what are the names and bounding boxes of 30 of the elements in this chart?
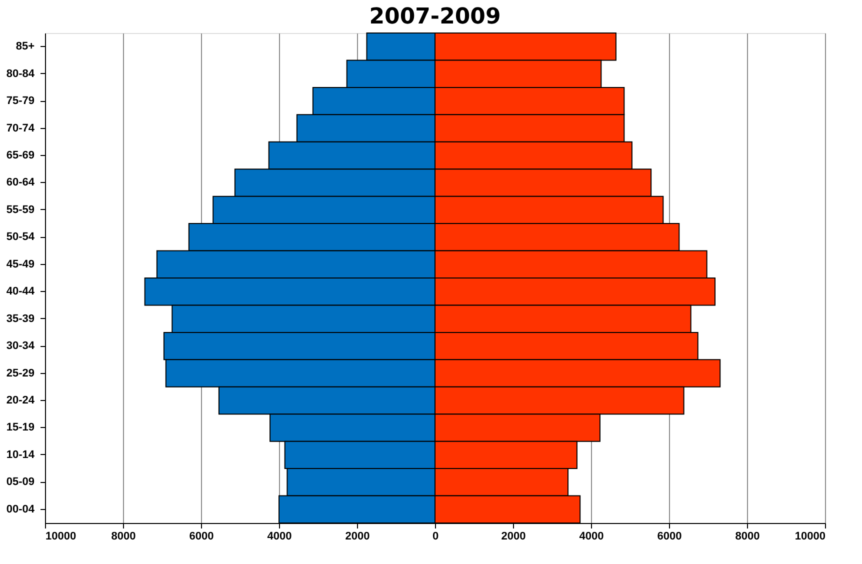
x-tick-label: 8000: [735, 530, 760, 542]
y-tick-label: 05-09: [6, 476, 34, 488]
y-tick-label: 70-74: [6, 122, 36, 134]
y-tick-label: 65-69: [6, 150, 34, 162]
x-tick-label: 10000: [794, 530, 826, 542]
y-tick-label: 30-34: [6, 340, 36, 352]
y-tick-label: 20-24: [6, 394, 36, 406]
y-tick-label: 35-39: [6, 312, 34, 325]
y-tick-label: 50-54: [6, 231, 36, 244]
y-tick-label: 60-64: [6, 176, 36, 189]
x-tick-label: 4000: [267, 530, 292, 542]
x-tick-label: 4000: [579, 530, 604, 542]
x-tick-label: 2000: [501, 530, 526, 542]
x-tick-label: 8000: [111, 530, 136, 542]
x-tick-label: 10000: [46, 530, 76, 542]
y-tick-label: 25-29: [6, 367, 34, 380]
y-tick-label: 15-19: [6, 422, 34, 434]
y-tick-label: 00-04: [6, 503, 36, 516]
x-tick-label: 6000: [189, 530, 214, 542]
y-tick-label: 75-79: [6, 95, 34, 108]
chart-title: 2007-2009: [369, 4, 501, 30]
y-tick-label: 80-84: [6, 68, 36, 80]
y-tick-label: 45-49: [6, 258, 34, 270]
x-tick-label: 2000: [345, 530, 370, 542]
y-tick-label: 85+: [16, 40, 34, 53]
x-tick-label: 6000: [657, 530, 682, 542]
x-tick-label: 0: [432, 530, 439, 542]
y-tick-label: 40-44: [6, 286, 36, 298]
y-tick-label: 55-59: [6, 204, 34, 216]
y-tick-label: 10-14: [6, 448, 36, 461]
